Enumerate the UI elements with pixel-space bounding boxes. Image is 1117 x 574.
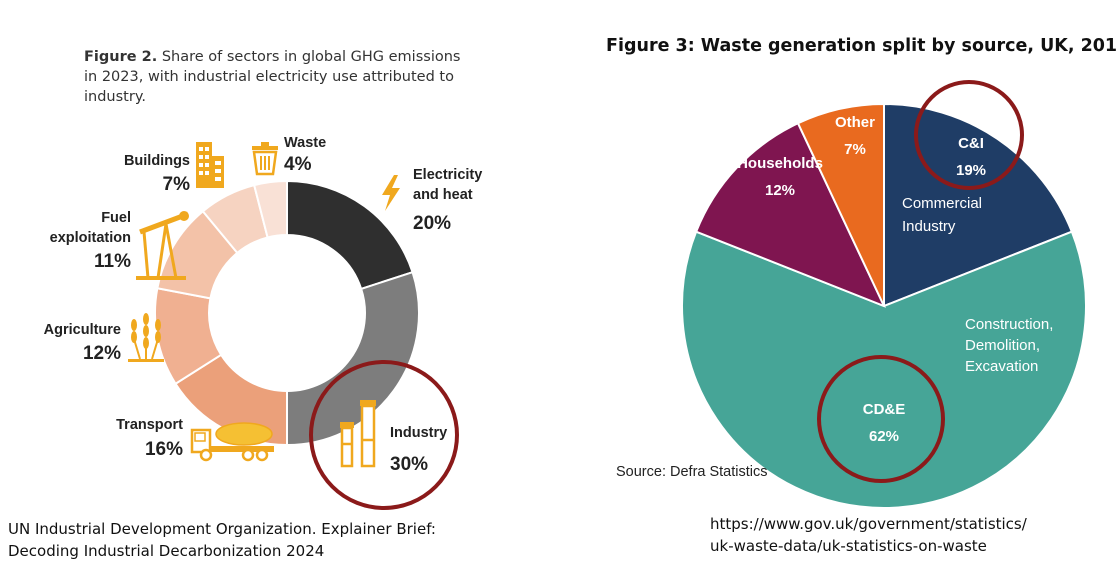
industry-highlight-circle <box>309 360 459 510</box>
ghg-donut-chart: Waste 4% Buildings 7% Electricity and he… <box>44 135 482 510</box>
pie-label-ci: C&I <box>958 135 984 152</box>
pie-label-households: Households <box>737 155 823 172</box>
building-icon <box>196 142 224 188</box>
value-waste: 4% <box>284 154 312 175</box>
label-electricity-1: Electricity <box>413 167 482 183</box>
pie-value-households: 12% <box>765 182 795 199</box>
wheat-icon <box>128 313 164 362</box>
left-citation-line-2: Decoding Industrial Decarbonization 2024 <box>8 542 325 560</box>
value-fuel: 11% <box>94 251 131 272</box>
value-electricity: 20% <box>413 213 451 234</box>
label-buildings: Buildings <box>124 153 190 169</box>
pie-value-cde: 62% <box>869 428 899 445</box>
label-electricity-2: and heat <box>413 187 473 203</box>
pie-value-ci: 19% <box>956 162 986 179</box>
value-buildings: 7% <box>163 174 191 195</box>
label-agriculture: Agriculture <box>44 322 121 338</box>
pie-value-other: 7% <box>844 141 866 158</box>
pie-desc-ci-2: Industry <box>902 218 956 235</box>
figure-2-caption-text: Share of sectors in global GHG emissions… <box>84 49 461 105</box>
source-link-line-1[interactable]: https://www.gov.uk/government/statistics… <box>710 515 1027 533</box>
ci-highlight-circle <box>914 80 1024 190</box>
cement-truck-icon <box>190 422 274 462</box>
label-industry: Industry <box>390 425 447 441</box>
source-link-line-2[interactable]: uk-waste-data/uk-statistics-on-waste <box>710 537 987 555</box>
pie-desc-cde-1: Construction, <box>965 316 1053 333</box>
label-fuel-1: Fuel <box>101 210 131 226</box>
figure-3-title: Figure 3: Waste generation split by sour… <box>606 36 1117 56</box>
pie-slice-cd-e <box>681 230 1087 509</box>
label-transport: Transport <box>116 417 183 433</box>
factory-chimneys-icon <box>340 400 376 468</box>
pie-slice-households <box>694 121 886 308</box>
lightning-icon <box>382 175 400 211</box>
trash-can-icon <box>252 142 278 176</box>
value-industry: 30% <box>390 454 428 475</box>
pie-desc-cde-2: Demolition, <box>965 337 1040 354</box>
cde-highlight-circle <box>817 355 945 483</box>
left-citation: UN Industrial Development Organization. … <box>8 518 528 562</box>
pie-slice-c-i <box>883 102 1074 308</box>
pie-label-other: Other <box>835 114 875 131</box>
left-citation-line-1: UN Industrial Development Organization. … <box>8 520 436 538</box>
figure-2-caption-bold: Figure 2. <box>84 49 158 65</box>
right-source-link[interactable]: https://www.gov.uk/government/statistics… <box>710 513 1110 557</box>
donut-slice-industry <box>286 270 420 447</box>
label-waste: Waste <box>284 135 326 151</box>
pie-desc-ci-1: Commercial <box>902 195 982 212</box>
figure-2-caption: Figure 2. Share of sectors in global GHG… <box>84 47 474 107</box>
pie-slice-other <box>796 102 885 307</box>
source-note: Source: Defra Statistics <box>616 464 768 480</box>
label-fuel-2: exploitation <box>50 230 131 246</box>
right-figure-panel: Figure 3: Waste generation split by sour… <box>570 0 1117 574</box>
left-figure-panel: Figure 2. Share of sectors in global GHG… <box>8 47 528 562</box>
donut-slice-waste <box>252 179 288 239</box>
waste-pie-chart: C&I 19% Commercial Industry Other 7% Hou… <box>616 80 1087 509</box>
oil-pump-icon <box>136 211 189 280</box>
value-agriculture: 12% <box>83 343 121 364</box>
pie-desc-cde-3: Excavation <box>965 358 1038 375</box>
pie-label-cde: CD&E <box>863 401 906 418</box>
value-transport: 16% <box>145 439 183 460</box>
